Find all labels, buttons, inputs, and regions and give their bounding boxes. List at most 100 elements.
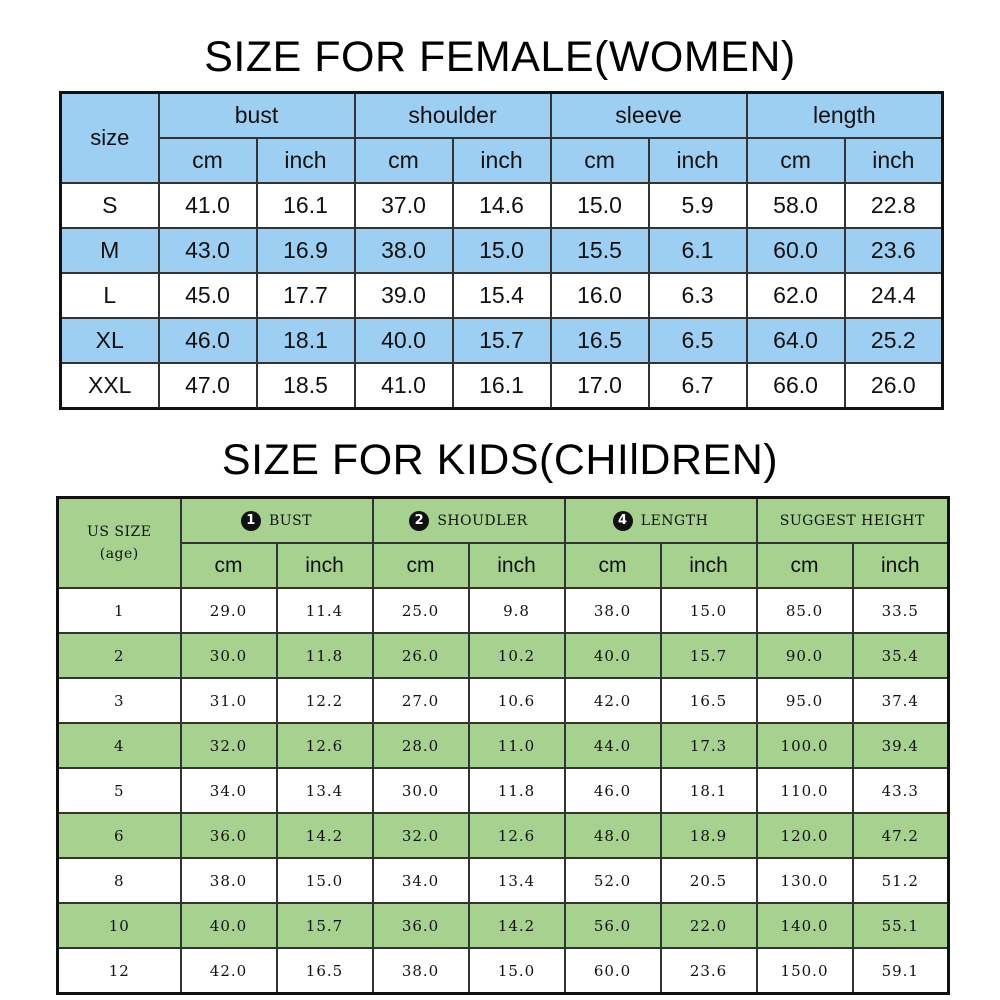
number-badge-icon: 2 (409, 510, 430, 531)
value-cell: 58.0 (745, 182, 846, 229)
value-cell: 64.0 (745, 317, 846, 364)
value-cell: 41.0 (157, 182, 258, 229)
value-cell: 16.5 (659, 677, 758, 724)
women-group-length: length (745, 91, 944, 139)
value-cell: 36.0 (179, 812, 278, 859)
value-cell: 14.6 (451, 182, 552, 229)
value-cell: 52.0 (563, 857, 662, 904)
value-cell: 47.0 (157, 362, 258, 410)
kids-unit-inch: inch (659, 542, 758, 589)
value-cell: 14.2 (467, 902, 566, 949)
women-group-shoulder: shoulder (353, 91, 552, 139)
table-row: 1 29.0 11.4 25.0 9.8 38.0 15.0 85.0 33.5 (56, 587, 950, 634)
value-cell: 110.0 (755, 767, 854, 814)
value-cell: 41.0 (353, 362, 454, 410)
value-cell: 22.8 (843, 182, 944, 229)
value-cell: 59.1 (851, 947, 950, 995)
value-cell: 62.0 (745, 272, 846, 319)
value-cell: 15.5 (549, 227, 650, 274)
women-group-bust: bust (157, 91, 356, 139)
value-cell: 16.5 (549, 317, 650, 364)
value-cell: 130.0 (755, 857, 854, 904)
value-cell: 39.0 (353, 272, 454, 319)
value-cell: 60.0 (563, 947, 662, 995)
value-cell: 30.0 (371, 767, 470, 814)
value-cell: 16.1 (451, 362, 552, 410)
value-cell: 100.0 (755, 722, 854, 769)
kids-unit-inch: inch (467, 542, 566, 589)
value-cell: 27.0 (371, 677, 470, 724)
table-row: L 45.0 17.7 39.0 15.4 16.0 6.3 62.0 24.4 (59, 272, 944, 319)
value-cell: 35.4 (851, 632, 950, 679)
value-cell: 60.0 (745, 227, 846, 274)
value-cell: 18.1 (255, 317, 356, 364)
value-cell: 120.0 (755, 812, 854, 859)
size-cell: 1 (56, 587, 182, 634)
value-cell: 33.5 (851, 587, 950, 634)
value-cell: 32.0 (179, 722, 278, 769)
value-cell: 17.0 (549, 362, 650, 410)
women-group-sleeve: sleeve (549, 91, 748, 139)
value-cell: 5.9 (647, 182, 748, 229)
kids-group-shoulder: 2 SHOUDLER (371, 496, 566, 544)
kids-unit-inch: inch (275, 542, 374, 589)
value-cell: 15.7 (659, 632, 758, 679)
value-cell: 10.2 (467, 632, 566, 679)
kids-unit-cm: cm (755, 542, 854, 589)
table-row: M 43.0 16.9 38.0 15.0 15.5 6.1 60.0 23.6 (59, 227, 944, 274)
size-cell: 4 (56, 722, 182, 769)
value-cell: 13.4 (467, 857, 566, 904)
size-cell: L (59, 272, 160, 319)
value-cell: 6.7 (647, 362, 748, 410)
women-unit-row: cm inch cm inch cm inch cm inch (61, 137, 944, 184)
size-cell: 3 (56, 677, 182, 724)
table-row: 6 36.0 14.2 32.0 12.6 48.0 18.9 120.0 47.2 (56, 812, 950, 859)
value-cell: 42.0 (563, 677, 662, 724)
kids-size-table: US SIZE (age) 1 BUST 2 SHOUDLER 4 LENGTH SU… (56, 496, 951, 995)
table-row: 10 40.0 15.7 36.0 14.2 56.0 22.0 140.0 55.1 (56, 902, 950, 949)
value-cell: 15.7 (275, 902, 374, 949)
kids-group-length: 4 LENGTH (563, 496, 758, 544)
value-cell: 18.1 (659, 767, 758, 814)
women-unit-cm: cm (549, 137, 650, 184)
value-cell: 12.2 (275, 677, 374, 724)
kids-unit-cm: cm (179, 542, 278, 589)
value-cell: 31.0 (179, 677, 278, 724)
women-size-title: SIZE FOR FEMALE(WOMEN) (204, 33, 796, 81)
value-cell: 16.5 (275, 947, 374, 995)
number-badge-icon: 4 (612, 510, 633, 531)
value-cell: 46.0 (157, 317, 258, 364)
value-cell: 26.0 (843, 362, 944, 410)
size-cell: 6 (56, 812, 182, 859)
women-size-header: size (59, 91, 160, 184)
value-cell: 29.0 (179, 587, 278, 634)
kids-header-row: US SIZE (age) 1 BUST 2 SHOUDLER 4 LENGTH SU… (56, 496, 950, 589)
size-cell: XXL (59, 362, 160, 410)
value-cell: 11.8 (467, 767, 566, 814)
women-unit-cm: cm (745, 137, 846, 184)
table-row: 4 32.0 12.6 28.0 11.0 44.0 17.3 100.0 39.4 (56, 722, 950, 769)
value-cell: 40.0 (179, 902, 278, 949)
value-cell: 40.0 (353, 317, 454, 364)
value-cell: 17.7 (255, 272, 356, 319)
value-cell: 16.9 (255, 227, 356, 274)
table-row: 8 38.0 15.0 34.0 13.4 52.0 20.5 130.0 51.2 (56, 857, 950, 904)
women-unit-inch: inch (647, 137, 748, 184)
value-cell: 25.0 (371, 587, 470, 634)
table-row: 12 42.0 16.5 38.0 15.0 60.0 23.6 150.0 59.1 (56, 947, 950, 995)
value-cell: 9.8 (467, 587, 566, 634)
value-cell: 18.9 (659, 812, 758, 859)
value-cell: 15.0 (451, 227, 552, 274)
value-cell: 15.4 (451, 272, 552, 319)
kids-group-label: BUST (269, 512, 313, 529)
value-cell: 11.8 (275, 632, 374, 679)
value-cell: 42.0 (179, 947, 278, 995)
value-cell: 37.0 (353, 182, 454, 229)
value-cell: 6.1 (647, 227, 748, 274)
women-unit-cm: cm (353, 137, 454, 184)
value-cell: 32.0 (371, 812, 470, 859)
value-cell: 38.0 (353, 227, 454, 274)
value-cell: 22.0 (659, 902, 758, 949)
value-cell: 55.1 (851, 902, 950, 949)
value-cell: 15.0 (659, 587, 758, 634)
